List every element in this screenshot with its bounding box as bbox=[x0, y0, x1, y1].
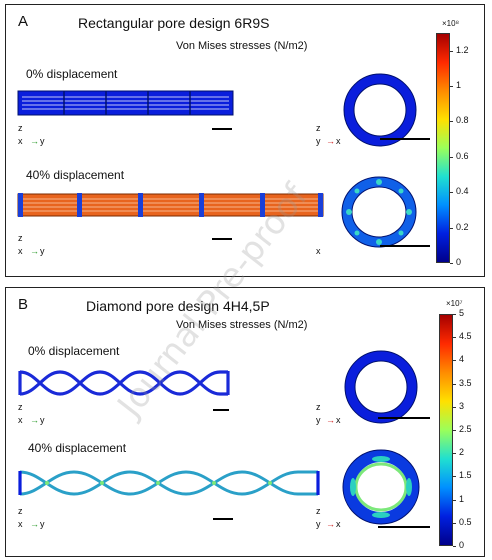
colorbar-tick-mark bbox=[453, 546, 456, 547]
ring-cross-section-0 bbox=[343, 73, 417, 147]
axis-triad-xz: x bbox=[316, 246, 321, 256]
colorbar-tick-mark bbox=[453, 360, 456, 362]
axis-triad-xz: z y → x bbox=[316, 123, 341, 146]
colorbar-tick-mark bbox=[450, 121, 453, 123]
panel-letter: A bbox=[18, 13, 29, 30]
colorbar-tick-label: 2.5 bbox=[459, 424, 472, 434]
axis-triad-yz: z x → y bbox=[18, 402, 45, 425]
colorbar-tick-mark bbox=[453, 383, 456, 385]
colorbar-tick-mark bbox=[453, 406, 456, 408]
scale-bar bbox=[378, 526, 430, 528]
label-40-displacement: 40% displacement bbox=[26, 168, 125, 182]
colorbar-tick-label: 1 bbox=[459, 493, 465, 504]
axis-triad-yz: z x → y bbox=[18, 233, 45, 256]
colorbar-tick-label: 3.5 bbox=[459, 377, 472, 388]
colorbar-tick-label: 0.2 bbox=[456, 221, 469, 232]
diamond-tube-side-view-40 bbox=[18, 470, 320, 496]
scale-bar bbox=[380, 138, 430, 140]
colorbar-tick-label: 4.5 bbox=[459, 331, 472, 342]
axis-triad-xz: z y → x bbox=[316, 402, 341, 425]
colorbar-tick-mark bbox=[453, 522, 456, 524]
axis-triad-xz: z y → x bbox=[316, 506, 341, 529]
scale-bar bbox=[212, 128, 232, 130]
colorbar-tick-mark bbox=[453, 314, 456, 315]
scale-bar bbox=[213, 409, 229, 411]
colorbar-tick-label: 1 bbox=[456, 80, 462, 91]
label-0-displacement: 0% displacement bbox=[28, 344, 120, 358]
colorbar-tick-label: 3 bbox=[459, 400, 465, 411]
axis-triad-yz: z x → y bbox=[18, 506, 45, 529]
colorbar-tick-label: 0 bbox=[456, 257, 462, 267]
ring-cross-section-40 bbox=[341, 176, 417, 248]
colorbar-tick-mark bbox=[450, 263, 453, 264]
colorbar-tick-mark bbox=[450, 192, 453, 194]
colorbar-tick-label: 0.5 bbox=[459, 516, 472, 527]
panel-title: Rectangular pore design 6R9S bbox=[78, 15, 270, 31]
colorbar-tick-label: 0.8 bbox=[456, 115, 469, 126]
colorbar-tick-label: 5 bbox=[459, 308, 465, 318]
colorbar-tick-mark bbox=[453, 337, 456, 339]
tube-side-view-0 bbox=[17, 90, 234, 116]
scale-bar bbox=[212, 238, 232, 240]
panel-title: Diamond pore design 4H4,5P bbox=[86, 298, 270, 314]
colorbar bbox=[439, 314, 453, 546]
colorbar-exponent: ×10⁸ bbox=[442, 19, 459, 28]
colorbar-tick-mark bbox=[453, 499, 456, 501]
colorbar-tick-label: 0.6 bbox=[456, 150, 469, 161]
colorbar-tick-mark bbox=[453, 476, 456, 478]
colorbar bbox=[436, 33, 450, 263]
colorbar-tick-mark bbox=[450, 50, 453, 52]
label-40-displacement: 40% displacement bbox=[28, 441, 127, 455]
label-0-displacement: 0% displacement bbox=[26, 67, 118, 81]
tube-side-view-40 bbox=[17, 193, 324, 217]
colorbar-tick-label: 0.4 bbox=[456, 186, 469, 197]
colorbar-tick-mark bbox=[453, 430, 456, 431]
colorbar-tick-label: 4 bbox=[459, 354, 465, 365]
colorbar-tick-label: 2 bbox=[459, 447, 465, 458]
diamond-tube-side-view-0 bbox=[18, 370, 230, 396]
axis-triad-yz: z x → y bbox=[18, 123, 45, 146]
colorbar-tick-mark bbox=[450, 86, 453, 88]
colorbar-tick-label: 1.2 bbox=[456, 44, 469, 55]
colorbar-tick-mark bbox=[453, 453, 456, 455]
panel-b: B Diamond pore design 4H4,5P Von Mises s… bbox=[5, 287, 485, 557]
scale-bar bbox=[378, 417, 430, 419]
panel-letter: B bbox=[18, 296, 29, 313]
colorbar-tick-mark bbox=[450, 227, 453, 229]
colorbar-exponent: ×10⁷ bbox=[446, 299, 463, 308]
panel-subtitle: Von Mises stresses (N/m2) bbox=[176, 319, 308, 331]
panel-a: A Rectangular pore design 6R9S Von Mises… bbox=[5, 4, 485, 277]
scale-bar bbox=[213, 518, 233, 520]
colorbar-tick-label: 1.5 bbox=[459, 470, 472, 481]
ring-cross-section-40 bbox=[342, 449, 420, 525]
panel-subtitle: Von Mises stresses (N/m2) bbox=[176, 40, 308, 52]
colorbar-tick-mark bbox=[450, 156, 453, 158]
scale-bar bbox=[380, 245, 430, 247]
colorbar-tick-label: 0 bbox=[459, 540, 465, 550]
